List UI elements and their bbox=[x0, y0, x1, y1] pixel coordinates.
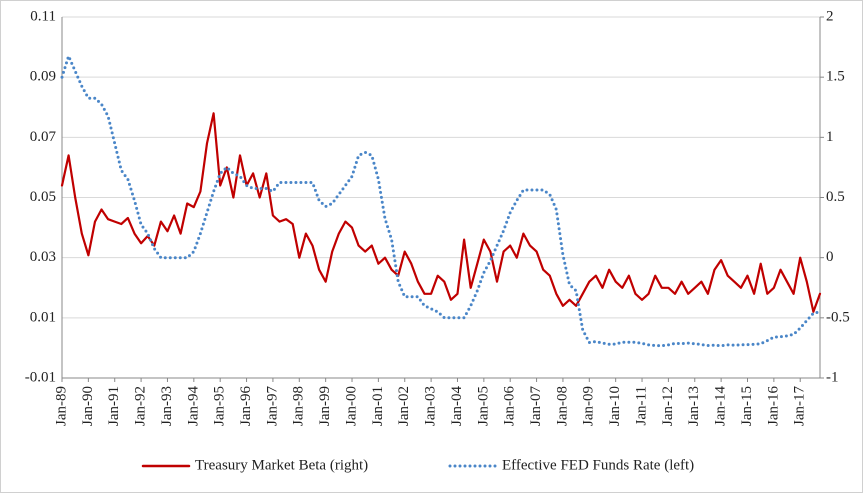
y2-tick-label: 1 bbox=[826, 129, 834, 145]
y2-tick-label: 2 bbox=[826, 8, 834, 24]
x-tick-label: Jan-96 bbox=[238, 386, 254, 426]
y-tick-label: 0.03 bbox=[30, 249, 56, 265]
x-tick-label: Jan-10 bbox=[607, 386, 623, 426]
x-tick-label: Jan-06 bbox=[502, 386, 518, 426]
y-tick-label: -0.01 bbox=[25, 369, 56, 385]
x-tick-label: Jan-03 bbox=[423, 386, 439, 426]
y2-tick-label: 1.5 bbox=[826, 69, 845, 85]
x-tick-label: Jan-94 bbox=[185, 386, 201, 426]
x-tick-label: Jan-90 bbox=[80, 386, 96, 426]
x-tick-label: Jan-04 bbox=[449, 386, 465, 426]
x-tick-label: Jan-97 bbox=[264, 386, 280, 426]
y2-tick-label: 0 bbox=[826, 249, 834, 265]
legend-label: Effective FED Funds Rate (left) bbox=[502, 457, 694, 473]
x-tick-label: Jan-99 bbox=[317, 386, 333, 426]
y2-tick-label: -1 bbox=[826, 369, 839, 385]
x-tick-label: Jan-15 bbox=[739, 386, 755, 426]
x-tick-label: Jan-01 bbox=[370, 386, 386, 426]
y-tick-label: 0.05 bbox=[30, 189, 56, 205]
y-tick-label: 0.09 bbox=[30, 69, 56, 85]
x-tick-label: Jan-92 bbox=[133, 386, 149, 426]
x-tick-label: Jan-08 bbox=[554, 386, 570, 426]
x-tick-label: Jan-09 bbox=[581, 386, 597, 426]
x-tick-label: Jan-95 bbox=[212, 386, 228, 426]
x-tick-label: Jan-91 bbox=[106, 386, 122, 426]
x-tick-label: Jan-93 bbox=[159, 386, 175, 426]
x-tick-label: Jan-14 bbox=[713, 386, 729, 426]
x-tick-label: Jan-13 bbox=[686, 386, 702, 426]
y-tick-label: 0.01 bbox=[30, 309, 56, 325]
x-tick-label: Jan-07 bbox=[528, 386, 544, 426]
y2-tick-label: -0.5 bbox=[826, 309, 850, 325]
x-tick-label: Jan-16 bbox=[765, 386, 781, 426]
y-tick-label: 0.07 bbox=[30, 129, 57, 145]
legend-label: Treasury Market Beta (right) bbox=[195, 457, 368, 473]
x-tick-label: Jan-02 bbox=[396, 386, 412, 426]
x-tick-label: Jan-89 bbox=[53, 386, 69, 426]
x-tick-label: Jan-05 bbox=[475, 386, 491, 426]
x-tick-label: Jan-11 bbox=[633, 386, 649, 425]
x-tick-label: Jan-98 bbox=[291, 386, 307, 426]
x-tick-label: Jan-17 bbox=[792, 386, 808, 426]
y-tick-label: 0.11 bbox=[30, 8, 56, 24]
series-line bbox=[60, 112, 822, 313]
x-tick-label: Jan-00 bbox=[343, 386, 359, 426]
x-tick-label: Jan-12 bbox=[660, 386, 676, 426]
y2-tick-label: 0.5 bbox=[826, 189, 845, 205]
series-line bbox=[60, 54, 822, 348]
